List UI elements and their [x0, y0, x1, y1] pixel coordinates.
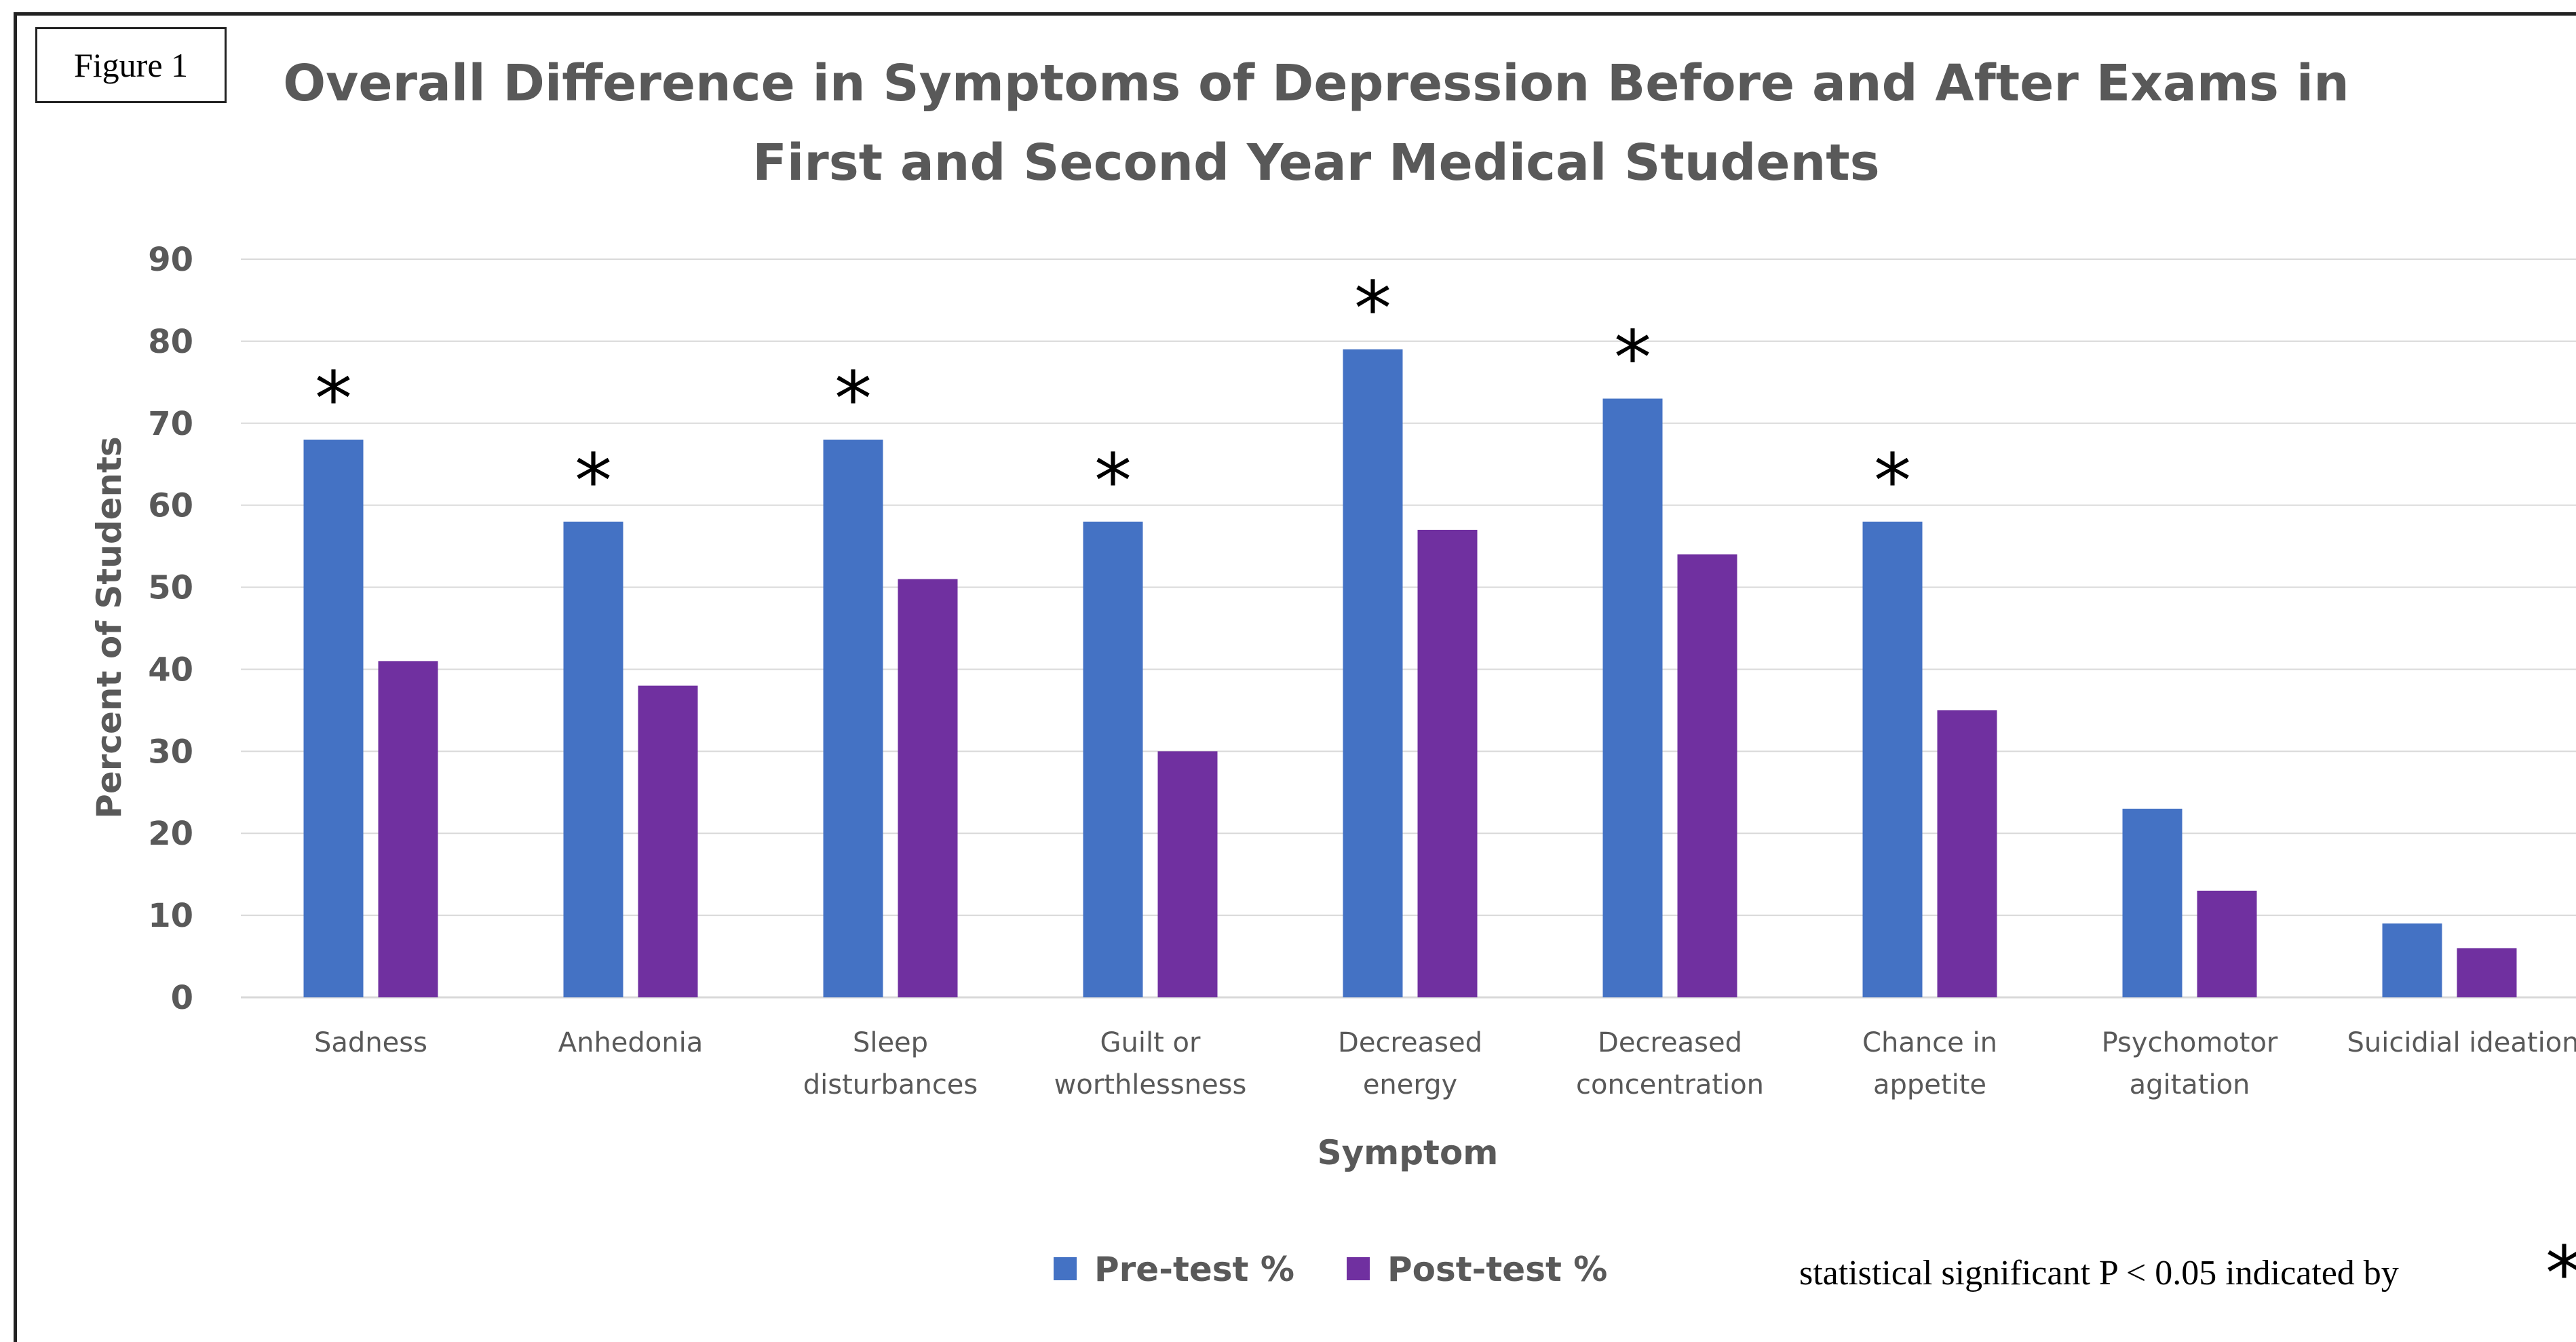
significance-star: *: [1874, 438, 1911, 524]
y-tick-label: 70: [148, 405, 193, 443]
x-category-label: Chance in appetite: [1862, 1027, 1997, 1100]
bar-pre-test: [1862, 521, 1923, 997]
y-axis-title: Percent of Students: [90, 436, 129, 819]
significance-star: *: [1614, 315, 1651, 402]
significance-star: *: [1094, 438, 1132, 524]
legend-label-pre-test: Pre-test %: [1094, 1250, 1294, 1289]
x-category-label-line: disturbances: [803, 1069, 978, 1100]
bar-pre-test: [2382, 923, 2442, 997]
x-category-label: Anhedonia: [558, 1027, 704, 1058]
y-tick-label: 50: [148, 569, 193, 607]
significance-stars: * * * * * * *: [315, 265, 1911, 524]
bar-post-test: [638, 685, 698, 997]
significance-note: statistical significant P < 0.05 indicat…: [1799, 1254, 2399, 1292]
x-category-label-line: appetite: [1873, 1069, 1986, 1100]
x-category-label-line: worthlessness: [1054, 1069, 1247, 1100]
x-category-label: Guilt or worthlessness: [1054, 1027, 1247, 1100]
figure-frame: [14, 12, 2576, 1342]
bar-post-test: [2197, 890, 2257, 997]
figure-label: Figure 1: [35, 27, 227, 103]
significance-star: *: [834, 356, 872, 442]
legend-label-post-test: Post-test %: [1387, 1250, 1607, 1289]
bar-pre-test: [1083, 521, 1143, 997]
bar-post-test: [1937, 710, 1997, 997]
y-axis-ticks: 0 10 20 30 40 50 60 70 80 90: [148, 241, 193, 1017]
bar-pre-test: [823, 439, 883, 997]
y-tick-label: 80: [148, 323, 193, 361]
y-tick-label: 40: [148, 651, 193, 689]
figure-label-text: Figure 1: [73, 46, 189, 84]
x-category-label-line: Decreased: [1598, 1027, 1742, 1058]
significance-note-star: *: [2545, 1230, 2576, 1317]
bar-pre-test: [2122, 808, 2183, 997]
x-category-label: Sadness: [314, 1027, 427, 1058]
bar-post-test: [898, 579, 958, 997]
y-tick-label: 0: [171, 979, 193, 1017]
y-tick-label: 60: [148, 487, 193, 525]
bar-post-test: [378, 661, 438, 997]
x-category-label-line: Decreased: [1338, 1027, 1482, 1058]
y-tick-label: 90: [148, 241, 193, 279]
chart-title-line-1: Overall Difference in Symptoms of Depres…: [283, 54, 2349, 113]
x-category-label-line: Sadness: [314, 1027, 427, 1058]
x-category-label-line: agitation: [2130, 1069, 2250, 1100]
x-category-label: Suicidial ideation: [2347, 1027, 2576, 1058]
x-category-label-line: Anhedonia: [558, 1027, 704, 1058]
bars: [303, 349, 2517, 997]
chart-title: Overall Difference in Symptoms of Depres…: [283, 54, 2349, 192]
x-axis-title: Symptom: [1318, 1133, 1499, 1172]
bar-pre-test: [1343, 349, 1403, 997]
bar-post-test: [1677, 554, 1737, 997]
legend-swatch-pre-test: [1054, 1257, 1077, 1280]
x-category-label-line: Psychomotor: [2102, 1027, 2278, 1058]
y-tick-label: 10: [148, 897, 193, 935]
x-category-label-line: energy: [1363, 1069, 1457, 1100]
x-category-label: Decreased concentration: [1576, 1027, 1764, 1100]
legend: Pre-test % Post-test %: [1054, 1250, 1607, 1289]
x-axis-category-labels: Sadness Anhedonia Sleep disturbances Guilt o…: [314, 1027, 2576, 1100]
x-category-label-line: Suicidial ideation: [2347, 1027, 2576, 1058]
significance-star: *: [1354, 265, 1391, 352]
y-tick-label: 30: [148, 733, 193, 771]
y-tick-label: 20: [148, 815, 193, 853]
bar-pre-test: [563, 521, 623, 997]
x-category-label-line: Chance in: [1862, 1027, 1997, 1058]
x-category-label: Psychomotor agitation: [2102, 1027, 2278, 1100]
bar-post-test: [1417, 529, 1478, 997]
significance-star: *: [315, 356, 352, 442]
bar-pre-test: [303, 439, 364, 997]
chart-title-line-2: First and Second Year Medical Students: [752, 134, 1879, 192]
bar-post-test: [2457, 948, 2517, 997]
significance-star: *: [575, 438, 612, 524]
x-category-label: Sleep disturbances: [803, 1027, 978, 1100]
bar-post-test: [1157, 751, 1218, 997]
x-category-label-line: Guilt or: [1100, 1027, 1201, 1058]
x-category-label: Decreased energy: [1338, 1027, 1482, 1100]
x-category-label-line: Sleep: [853, 1027, 928, 1058]
legend-swatch-post-test: [1347, 1257, 1370, 1280]
bar-pre-test: [1602, 398, 1663, 997]
gridlines: [241, 258, 2576, 999]
x-category-label-line: concentration: [1576, 1069, 1764, 1100]
